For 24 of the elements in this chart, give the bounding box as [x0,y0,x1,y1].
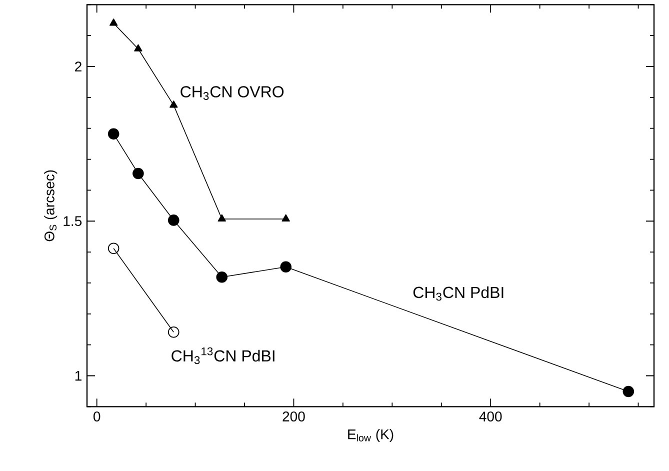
point [282,214,290,222]
point [218,214,226,222]
point [132,168,144,180]
point [168,326,180,338]
point [108,242,120,254]
y-axis-title: Θ$_{S}$ (arcsec) [44,170,58,242]
point [170,100,178,108]
x-tick-label: 400 [479,412,502,422]
series-label: CH$_{3}$$^{13}$CN PdBI [172,347,274,364]
series-label: CH$_{3}$CN OVRO [180,86,284,100]
point [622,386,634,398]
x-tick-label: 200 [282,412,305,422]
point [108,128,120,140]
x-tick-label: 0 [94,412,100,422]
y-tick-label: 2 [75,62,82,72]
point [280,261,292,273]
series-label: CH$_{3}$CN PdBI [413,286,504,301]
point [216,272,228,283]
x-axis-title: E$_{low}$ (K) [348,429,394,442]
y-tick-label: 1.5 [64,216,82,226]
point [109,18,118,26]
point [134,44,142,52]
point [168,214,180,226]
y-tick-label: 1 [75,371,82,381]
